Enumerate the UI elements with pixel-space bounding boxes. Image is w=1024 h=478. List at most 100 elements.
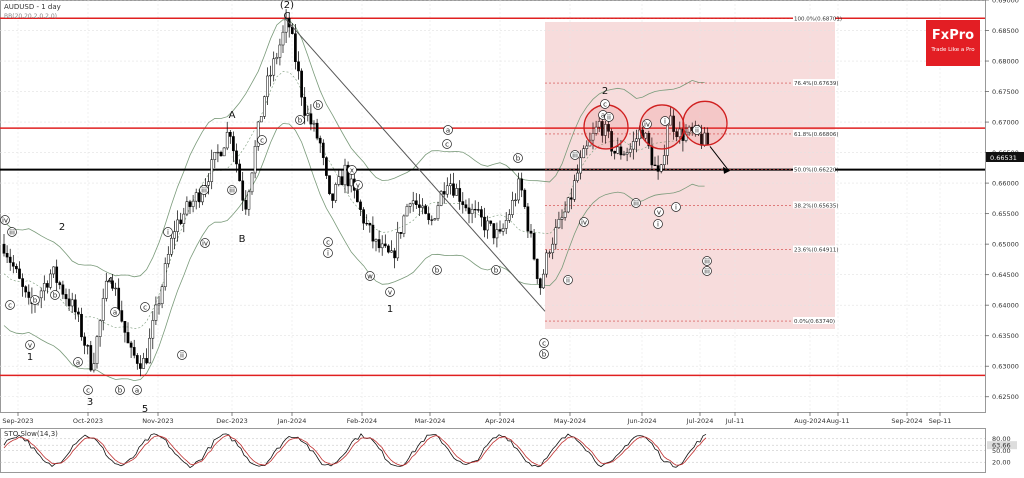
stoch-level-label: 63.66	[992, 441, 1011, 449]
circled-wave-label: iii	[227, 185, 237, 195]
circled-wave-label: b	[491, 265, 501, 275]
candle-body	[507, 214, 511, 221]
candle-body	[89, 345, 93, 371]
x-tick-label: Sep-2023	[2, 417, 33, 425]
candle-body	[349, 178, 353, 187]
candle-body	[635, 138, 638, 142]
candle-body	[473, 208, 477, 211]
candle-body	[470, 208, 474, 214]
wave-circle	[365, 271, 375, 281]
stoch-level-label: 80.00	[992, 435, 1011, 443]
candle-body	[449, 183, 452, 187]
x-tick-label: Aug-11	[826, 417, 849, 425]
candle-body	[114, 287, 117, 290]
arrow-head	[723, 166, 730, 174]
wave-circle-text: iii	[229, 186, 235, 194]
trend-line	[284, 17, 546, 312]
candle-body	[228, 131, 232, 137]
wave-circle	[199, 185, 209, 195]
candle-body	[374, 239, 378, 242]
candle-body	[486, 220, 489, 231]
candle-body	[166, 254, 170, 264]
circled-wave-label: a	[73, 357, 83, 367]
circled-wave-label: iii	[631, 198, 641, 208]
candle-body	[579, 157, 582, 174]
candle-body	[98, 320, 102, 337]
candle-body	[433, 218, 437, 221]
wave-circle-text: i	[167, 228, 169, 236]
wave-label: C	[284, 11, 291, 22]
candle-body	[135, 355, 139, 364]
candle-body	[120, 310, 124, 322]
circled-wave-label: v	[385, 287, 395, 297]
circled-wave-label: i	[163, 227, 173, 237]
y-tick-label: 0.67500	[992, 88, 1019, 96]
wave-circle	[177, 350, 187, 360]
candle-body	[408, 203, 412, 207]
candle-body	[467, 207, 471, 214]
circled-wave-label: b	[513, 153, 523, 163]
circled-wave-label: iv	[642, 119, 652, 129]
circled-wave-label: v	[25, 340, 35, 350]
wave-circle-text: ii	[695, 126, 699, 134]
candle-body	[185, 201, 189, 215]
candle-body	[8, 256, 12, 263]
stoch-value-tag	[987, 441, 1017, 450]
resistance-circle	[639, 104, 685, 150]
wave-circle-text: iii	[572, 151, 578, 159]
wave-circle-text: i	[327, 249, 329, 257]
wave-circle	[30, 295, 40, 305]
wave-circle-text: v	[28, 341, 32, 349]
wave-circle-text: v	[657, 208, 661, 216]
wave-circle	[227, 185, 237, 195]
wave-circle-text: iii	[704, 267, 710, 275]
wave-circle	[539, 349, 549, 359]
y-tick-label: 0.68000	[992, 57, 1019, 65]
x-tick-label: May-2024	[554, 417, 586, 425]
wave-circle-text: c	[326, 238, 330, 246]
candle-body	[430, 219, 434, 221]
wave-circle-text: a	[446, 126, 450, 134]
wave-circle	[443, 125, 453, 135]
wave-circle-text: b	[118, 386, 123, 394]
candle-body	[49, 273, 52, 288]
candle-body	[498, 229, 502, 232]
fib-label-bg	[793, 245, 835, 253]
x-tick-label: Dec-2023	[216, 417, 247, 425]
candle-body	[61, 284, 65, 295]
candle-body	[359, 201, 362, 210]
candle-body	[427, 213, 431, 220]
candle-body	[266, 75, 269, 97]
wave-circle	[132, 385, 142, 395]
candle-body	[328, 175, 331, 194]
wave-label: A	[229, 110, 236, 121]
circled-wave-label: iv	[0, 215, 10, 225]
candle-body	[517, 178, 520, 201]
wave-circle-text: iii	[704, 257, 710, 265]
candle-body	[213, 151, 217, 160]
fib-level-label: 0.0%(0.63740)	[794, 319, 835, 325]
bollinger-upper	[3, 19, 705, 278]
x-tick-label: Jul-2024	[686, 417, 714, 425]
candle-body	[46, 283, 49, 288]
candle-body	[514, 199, 517, 202]
circled-wave-label: iv	[579, 217, 589, 227]
circled-wave-label: b	[313, 100, 323, 110]
candle-body	[476, 209, 480, 211]
y-tick-label: 0.64500	[992, 271, 1019, 279]
candle-body	[303, 96, 307, 116]
time-axis: Sep-2023 Oct-2023 Nov-2023 Dec-2023 Jan-2024…	[2, 412, 951, 425]
candle-body	[244, 200, 248, 210]
wave-circle	[73, 357, 83, 367]
candle-body	[393, 250, 396, 259]
candle-body	[445, 185, 449, 195]
wave-circle	[600, 99, 610, 109]
x-tick-label: Jan-2024	[277, 417, 307, 425]
circled-wave-label: c	[83, 385, 93, 395]
wave-circle-text: i	[664, 117, 666, 125]
circled-wave-label: b	[432, 265, 442, 275]
wave-circle-text: iv	[2, 216, 8, 224]
projection-arrow	[709, 146, 729, 170]
